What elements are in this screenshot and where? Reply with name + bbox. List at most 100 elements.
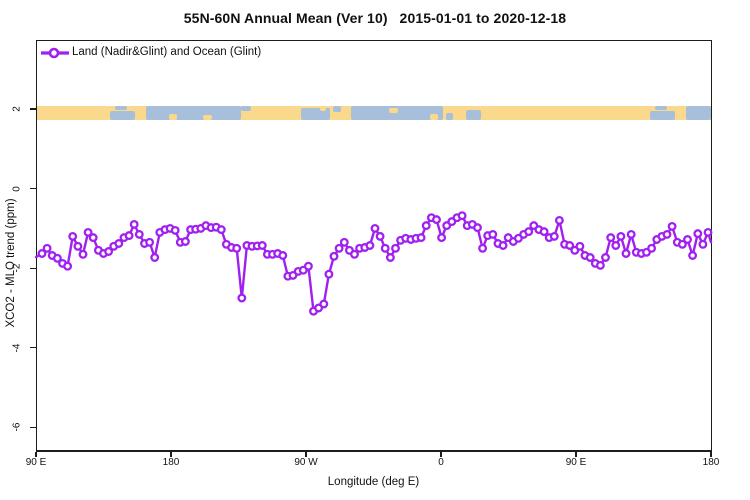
y-tick-mark xyxy=(30,187,36,190)
data-point-marker xyxy=(339,237,349,247)
x-tick-mark xyxy=(710,452,712,457)
data-point-marker xyxy=(549,231,559,241)
x-tick-label: 180 xyxy=(162,457,180,468)
data-point-marker xyxy=(595,260,605,270)
data-point-marker xyxy=(698,239,708,249)
data-point-marker xyxy=(478,243,488,253)
data-point-marker xyxy=(83,227,93,237)
data-point-marker xyxy=(324,269,334,279)
land-fleck xyxy=(430,114,438,120)
data-point-marker xyxy=(52,253,62,263)
data-point-marker xyxy=(437,233,447,243)
data-point-marker xyxy=(180,237,190,246)
data-point-marker xyxy=(473,223,482,233)
chart-title: 55N-60N Annual Mean (Ver 10) 2015-01-01 … xyxy=(183,10,567,26)
legend-label: Land (Nadir&Glint) and Ocean (Glint) xyxy=(72,46,262,58)
data-point-marker xyxy=(370,223,380,233)
y-tick-mark xyxy=(30,267,36,269)
data-point-marker xyxy=(375,231,385,241)
data-point-marker xyxy=(73,241,83,251)
y-tick-mark xyxy=(30,426,36,429)
x-tick-label: 0 xyxy=(438,457,444,468)
data-point-marker xyxy=(170,225,180,235)
data-point-marker xyxy=(626,229,636,239)
data-point-marker xyxy=(662,229,672,239)
data-point-marker xyxy=(380,243,390,253)
data-point-marker xyxy=(616,231,626,241)
data-point-marker xyxy=(432,215,441,225)
x-tick-label: 90 W xyxy=(294,457,318,468)
ocean-segment xyxy=(466,110,481,120)
data-point-marker xyxy=(150,253,160,262)
data-point-marker xyxy=(114,239,124,248)
data-point-marker xyxy=(42,243,52,253)
x-tick-mark xyxy=(575,452,577,457)
data-point-marker xyxy=(498,241,508,250)
latitude-band-map-strip xyxy=(37,106,711,120)
data-point-marker xyxy=(145,237,155,247)
x-tick-mark xyxy=(305,452,307,457)
data-point-marker xyxy=(488,229,498,239)
data-point-marker xyxy=(257,241,267,250)
ocean-segment xyxy=(686,106,711,120)
data-point-marker xyxy=(677,239,687,249)
data-point-marker xyxy=(647,243,657,253)
data-point-marker xyxy=(565,241,575,250)
data-point-marker xyxy=(693,229,703,239)
ocean-segment xyxy=(115,106,127,110)
data-point-marker xyxy=(350,249,359,259)
data-point-marker xyxy=(88,233,98,243)
ocean-segment xyxy=(241,106,251,111)
land-fleck xyxy=(389,108,398,113)
data-point-marker xyxy=(329,251,339,261)
land-fleck xyxy=(320,106,326,111)
data-point-marker xyxy=(129,219,139,229)
data-point-marker xyxy=(365,241,375,250)
x-tick-mark xyxy=(35,452,37,457)
data-point-marker xyxy=(585,253,595,262)
data-point-marker xyxy=(601,253,610,262)
plot-area-border xyxy=(36,40,712,452)
data-point-marker xyxy=(216,225,226,235)
data-point-marker xyxy=(37,249,47,258)
ocean-segment xyxy=(301,108,330,120)
land-fleck xyxy=(169,114,177,120)
data-point-marker xyxy=(416,233,426,243)
legend-line-marker-icon xyxy=(41,46,69,60)
data-point-marker xyxy=(134,229,144,239)
data-point-marker xyxy=(457,211,467,221)
data-point-marker xyxy=(303,261,313,271)
data-point-marker xyxy=(575,241,585,251)
data-point-marker xyxy=(683,235,692,244)
data-point-marker xyxy=(554,215,564,225)
data-point-marker xyxy=(78,249,88,259)
data-point-marker xyxy=(667,221,677,231)
data-point-marker xyxy=(391,243,400,253)
ocean-segment xyxy=(655,106,667,110)
data-point-marker xyxy=(539,227,549,237)
data-point-marker xyxy=(124,231,134,241)
x-tick-mark xyxy=(170,452,172,457)
data-point-marker xyxy=(319,299,329,309)
data-point-marker xyxy=(385,253,395,262)
data-point-marker xyxy=(68,231,78,241)
data-point-marker xyxy=(524,227,534,237)
x-tick-label: 180 xyxy=(702,457,720,468)
ocean-segment xyxy=(351,106,443,120)
data-point-marker xyxy=(104,247,114,256)
data-point-marker xyxy=(237,293,247,303)
x-axis-title: Longitude (deg E) xyxy=(327,476,420,488)
data-point-marker xyxy=(278,251,288,260)
x-tick-label: 90 E xyxy=(25,457,47,468)
data-point-marker xyxy=(232,243,242,253)
ocean-segment xyxy=(110,111,135,120)
data-point-marker xyxy=(334,243,344,253)
data-point-marker xyxy=(703,227,713,237)
ocean-segment xyxy=(650,111,675,120)
ocean-segment xyxy=(446,113,453,120)
ocean-segment xyxy=(333,106,341,112)
data-point-marker xyxy=(63,261,73,271)
data-point-marker xyxy=(606,233,616,243)
